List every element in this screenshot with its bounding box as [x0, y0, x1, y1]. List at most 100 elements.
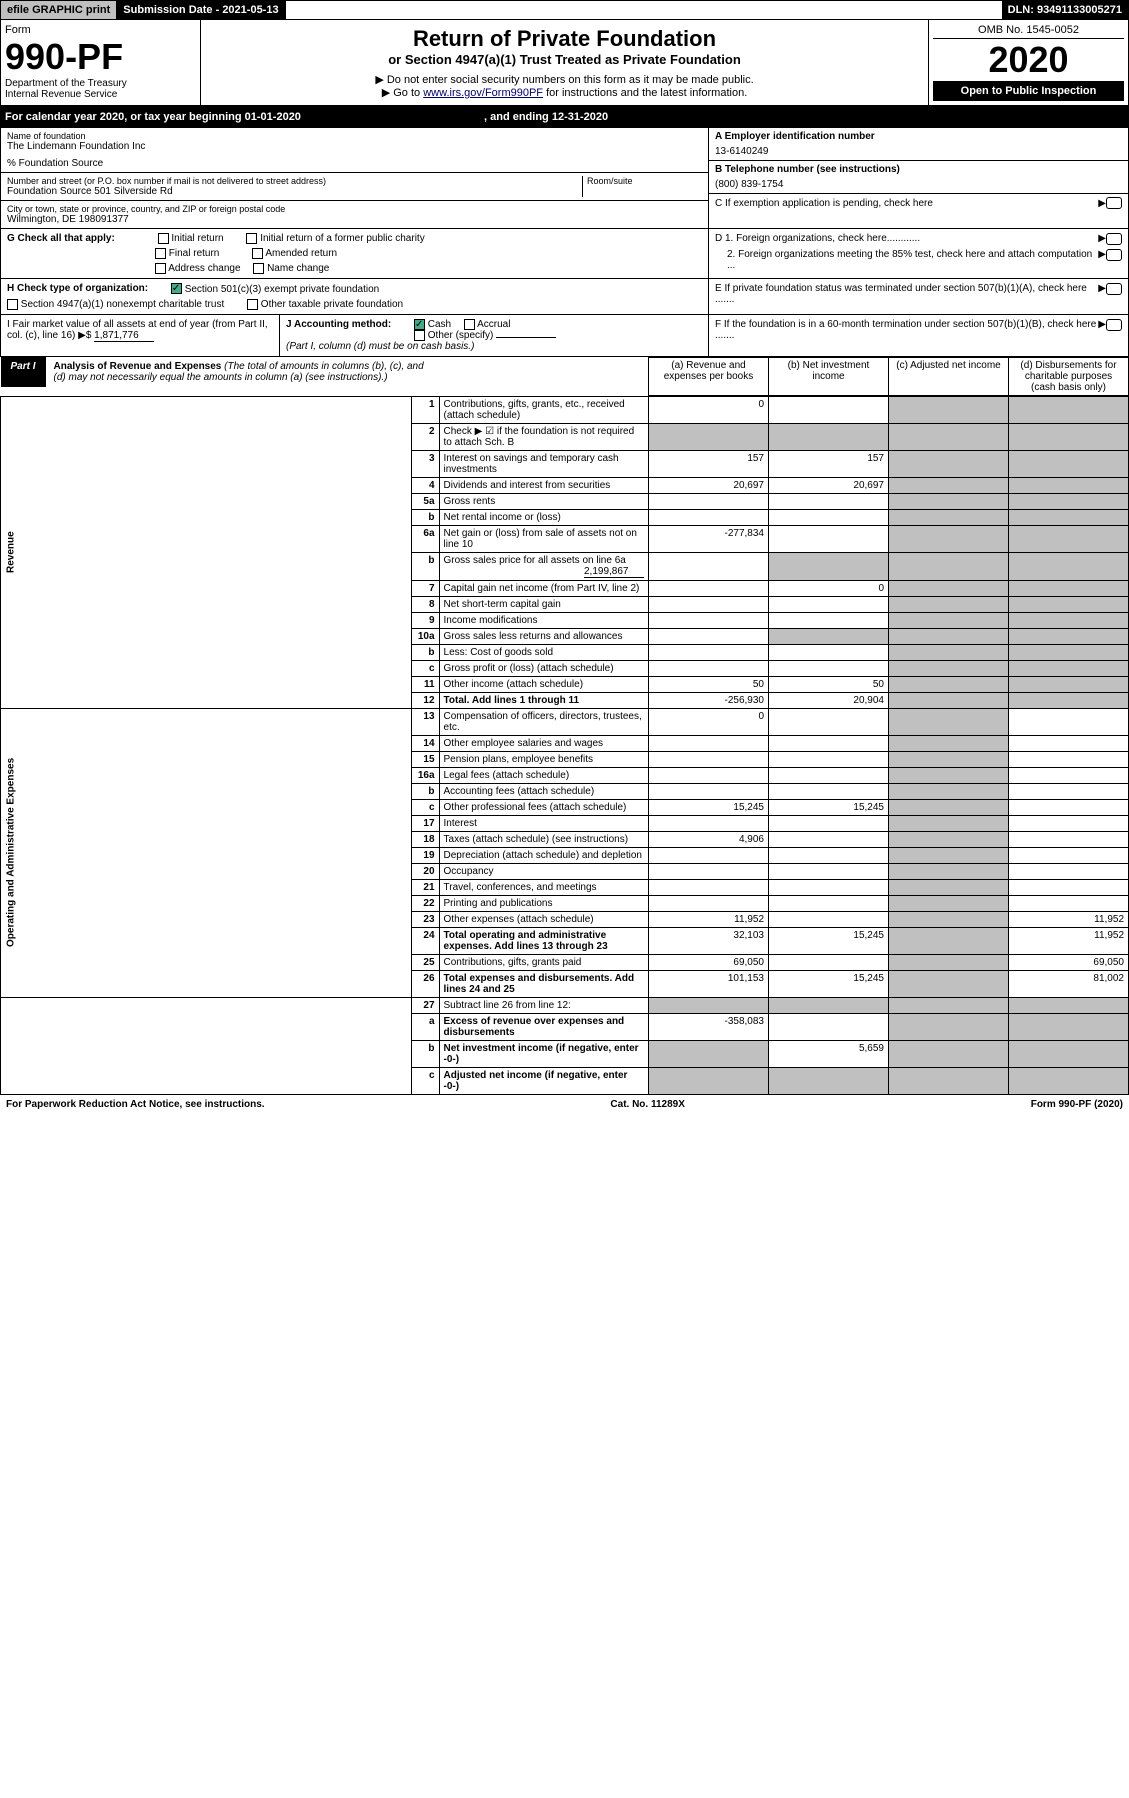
val-a	[649, 644, 769, 660]
val-a	[649, 767, 769, 783]
line-num: 19	[411, 847, 439, 863]
line-num: c	[411, 799, 439, 815]
val-c	[889, 644, 1009, 660]
val-a: 20,697	[649, 477, 769, 493]
cash-check[interactable]	[414, 319, 425, 330]
4947-check[interactable]	[7, 299, 18, 310]
line-num: b	[411, 644, 439, 660]
exemption-pending: C If exemption application is pending, c…	[715, 198, 1098, 209]
val-b	[769, 895, 889, 911]
val-d	[1009, 660, 1129, 676]
line-num: 20	[411, 863, 439, 879]
val-c	[889, 493, 1009, 509]
amended-return-check[interactable]	[252, 248, 263, 259]
val-c	[889, 954, 1009, 970]
form990pf-link[interactable]: www.irs.gov/Form990PF	[423, 87, 543, 99]
name-change-check[interactable]	[253, 263, 264, 274]
d2-checkbox[interactable]	[1106, 249, 1122, 261]
form-ref: Form 990-PF (2020)	[1031, 1099, 1123, 1110]
line-num: 12	[411, 692, 439, 708]
val-d	[1009, 423, 1129, 450]
line-desc: Accounting fees (attach schedule)	[439, 783, 648, 799]
foundation-city: Wilmington, DE 198091377	[7, 214, 702, 225]
501c3-check[interactable]	[171, 283, 182, 294]
line-num: 21	[411, 879, 439, 895]
val-a: 32,103	[649, 927, 769, 954]
line-desc: Interest on savings and temporary cash i…	[439, 450, 648, 477]
val-d	[1009, 692, 1129, 708]
val-c	[889, 552, 1009, 580]
val-a	[649, 612, 769, 628]
val-a	[649, 751, 769, 767]
line-num: 24	[411, 927, 439, 954]
val-c	[889, 509, 1009, 525]
val-c	[889, 863, 1009, 879]
val-b	[769, 847, 889, 863]
val-d	[1009, 644, 1129, 660]
val-d	[1009, 552, 1129, 580]
val-d	[1009, 612, 1129, 628]
form-subtitle: or Section 4947(a)(1) Trust Treated as P…	[207, 52, 922, 67]
line-desc: Adjusted net income (if negative, enter …	[439, 1067, 648, 1094]
val-b	[769, 493, 889, 509]
efile-label[interactable]: efile GRAPHIC print	[1, 1, 117, 19]
val-c	[889, 525, 1009, 552]
other-method-check[interactable]	[414, 330, 425, 341]
val-d	[1009, 596, 1129, 612]
val-c	[889, 660, 1009, 676]
val-d	[1009, 628, 1129, 644]
line-desc: Capital gain net income (from Part IV, l…	[439, 580, 648, 596]
val-a	[649, 423, 769, 450]
irs-label: Internal Revenue Service	[5, 89, 196, 100]
foundation-co: % Foundation Source	[7, 158, 702, 169]
val-b: 15,245	[769, 970, 889, 997]
val-b	[769, 911, 889, 927]
line-desc: Gross sales price for all assets on line…	[439, 552, 648, 580]
val-b	[769, 879, 889, 895]
val-b	[769, 831, 889, 847]
e-checkbox[interactable]	[1106, 283, 1122, 295]
val-c	[889, 927, 1009, 954]
other-taxable-check[interactable]	[247, 299, 258, 310]
val-a	[649, 1067, 769, 1094]
val-b	[769, 863, 889, 879]
line-desc: Travel, conferences, and meetings	[439, 879, 648, 895]
c-checkbox[interactable]	[1106, 197, 1122, 209]
val-b	[769, 423, 889, 450]
line-desc: Legal fees (attach schedule)	[439, 767, 648, 783]
foundation-name: The Lindemann Foundation Inc	[7, 141, 702, 152]
initial-former-check[interactable]	[246, 233, 257, 244]
val-a	[649, 660, 769, 676]
omb-number: OMB No. 1545-0052	[933, 24, 1124, 39]
val-a: 157	[649, 450, 769, 477]
d1-checkbox[interactable]	[1106, 233, 1122, 245]
val-c	[889, 895, 1009, 911]
col-d-header: (d) Disbursements for charitable purpose…	[1009, 357, 1129, 395]
val-d	[1009, 735, 1129, 751]
col-c-header: (c) Adjusted net income	[889, 357, 1009, 395]
side-label: Operating and Administrative Expenses	[1, 708, 412, 997]
note-link: ▶ Go to www.irs.gov/Form990PF for instru…	[207, 86, 922, 99]
val-d	[1009, 708, 1129, 735]
f-checkbox[interactable]	[1106, 319, 1122, 331]
info-grid: Name of foundation The Lindemann Foundat…	[0, 128, 1129, 229]
val-c	[889, 815, 1009, 831]
line-num: 18	[411, 831, 439, 847]
accrual-check[interactable]	[464, 319, 475, 330]
line-num: 17	[411, 815, 439, 831]
val-a	[649, 783, 769, 799]
e-label: E If private foundation status was termi…	[715, 283, 1098, 309]
val-b: 15,245	[769, 927, 889, 954]
phone-value: (800) 839-1754	[715, 179, 1122, 190]
val-c	[889, 735, 1009, 751]
initial-return-check[interactable]	[158, 233, 169, 244]
final-return-check[interactable]	[155, 248, 166, 259]
val-b	[769, 751, 889, 767]
line-desc: Depreciation (attach schedule) and deple…	[439, 847, 648, 863]
val-c	[889, 596, 1009, 612]
address-change-check[interactable]	[155, 263, 166, 274]
cash-basis-note: (Part I, column (d) must be on cash basi…	[286, 341, 702, 352]
line-num: 10a	[411, 628, 439, 644]
line-desc: Gross profit or (loss) (attach schedule)	[439, 660, 648, 676]
val-d	[1009, 879, 1129, 895]
